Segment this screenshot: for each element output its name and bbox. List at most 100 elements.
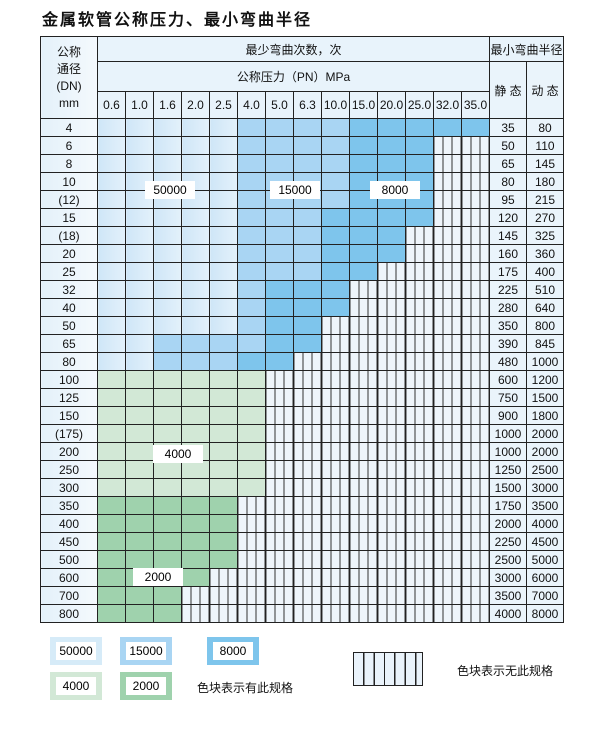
no-spec-cell bbox=[321, 352, 350, 371]
region-label-50000: 50000 bbox=[145, 181, 195, 199]
spec-cell bbox=[97, 334, 126, 353]
no-spec-cell bbox=[377, 298, 406, 317]
dynamic-radius-cell: 510 bbox=[526, 280, 564, 299]
spec-cell bbox=[293, 334, 322, 353]
no-spec-cell bbox=[293, 478, 322, 497]
spec-cell bbox=[153, 334, 182, 353]
no-spec-cell bbox=[433, 208, 462, 227]
spec-cell bbox=[209, 172, 238, 191]
no-spec-cell bbox=[265, 514, 294, 533]
spec-cell bbox=[237, 316, 266, 335]
no-spec-cell bbox=[349, 568, 378, 587]
spec-cell bbox=[321, 136, 350, 155]
no-spec-cell bbox=[433, 172, 462, 191]
spec-cell bbox=[405, 136, 434, 155]
dynamic-radius-cell: 1000 bbox=[526, 352, 564, 371]
static-radius-cell: 120 bbox=[489, 208, 527, 227]
no-spec-cell bbox=[349, 388, 378, 407]
dynamic-radius-cell: 180 bbox=[526, 172, 564, 191]
spec-cell bbox=[97, 586, 126, 605]
table-row: 700 3500 7000 bbox=[40, 586, 564, 605]
no-spec-cell bbox=[433, 442, 462, 461]
table-row: 250 1250 2500 bbox=[40, 460, 564, 479]
static-radius-cell: 4000 bbox=[489, 604, 527, 623]
pressure-col-header: 10.0 bbox=[321, 91, 350, 119]
no-spec-cell bbox=[461, 334, 490, 353]
no-spec-cell bbox=[321, 334, 350, 353]
spec-cell bbox=[125, 370, 154, 389]
legend-8000-label: 8000 bbox=[213, 642, 253, 660]
static-header: 静 态 bbox=[489, 61, 527, 119]
no-spec-cell bbox=[461, 388, 490, 407]
spec-cell bbox=[153, 550, 182, 569]
no-spec-cell bbox=[265, 460, 294, 479]
spec-cell bbox=[125, 496, 154, 515]
no-spec-cell bbox=[349, 298, 378, 317]
dynamic-radius-cell: 1500 bbox=[526, 388, 564, 407]
table-row: 350 1750 3500 bbox=[40, 496, 564, 515]
no-spec-cell bbox=[405, 370, 434, 389]
spec-cell bbox=[97, 154, 126, 173]
no-spec-cell bbox=[433, 406, 462, 425]
dn-cell: (12) bbox=[40, 190, 98, 209]
no-spec-cell bbox=[377, 460, 406, 479]
legend-15000: 15000 bbox=[120, 637, 172, 665]
no-spec-cell bbox=[377, 262, 406, 281]
spec-cell bbox=[125, 316, 154, 335]
static-radius-cell: 1000 bbox=[489, 424, 527, 443]
spec-cell bbox=[237, 424, 266, 443]
no-spec-cell bbox=[377, 280, 406, 299]
pressure-col-header: 6.3 bbox=[293, 91, 322, 119]
no-spec-cell bbox=[293, 370, 322, 389]
dynamic-radius-cell: 5000 bbox=[526, 550, 564, 569]
dn-cell: 125 bbox=[40, 388, 98, 407]
no-spec-cell bbox=[461, 532, 490, 551]
spec-cell bbox=[237, 406, 266, 425]
spec-cell bbox=[125, 226, 154, 245]
dn-cell: 10 bbox=[40, 172, 98, 191]
spec-cell bbox=[293, 298, 322, 317]
spec-cell bbox=[97, 316, 126, 335]
dn-cell: (18) bbox=[40, 226, 98, 245]
dn-cell: 700 bbox=[40, 586, 98, 605]
table-row: 8 65 145 bbox=[40, 154, 564, 173]
dynamic-radius-cell: 215 bbox=[526, 190, 564, 209]
spec-cell bbox=[153, 406, 182, 425]
spec-cell bbox=[237, 226, 266, 245]
spec-cell bbox=[125, 442, 154, 461]
no-spec-cell bbox=[433, 388, 462, 407]
radius-header: 最小弯曲半径 bbox=[489, 36, 564, 62]
spec-cell bbox=[125, 118, 154, 137]
spec-cell bbox=[125, 334, 154, 353]
spec-cell bbox=[153, 262, 182, 281]
no-spec-cell bbox=[293, 388, 322, 407]
spec-cell bbox=[181, 136, 210, 155]
table-row: 150 900 1800 bbox=[40, 406, 564, 425]
spec-cell bbox=[153, 388, 182, 407]
spec-cell bbox=[237, 190, 266, 209]
cycles-header: 最少弯曲次数，次 bbox=[97, 36, 490, 62]
spec-cell bbox=[293, 244, 322, 263]
spec-cell bbox=[293, 280, 322, 299]
no-spec-cell bbox=[321, 568, 350, 587]
region-label-15000: 15000 bbox=[270, 181, 320, 199]
no-spec-cell bbox=[265, 478, 294, 497]
no-spec-cell bbox=[461, 406, 490, 425]
no-spec-cell bbox=[321, 388, 350, 407]
no-spec-cell bbox=[377, 496, 406, 515]
spec-cell bbox=[293, 136, 322, 155]
dynamic-radius-cell: 325 bbox=[526, 226, 564, 245]
no-spec-cell bbox=[377, 568, 406, 587]
spec-cell bbox=[237, 208, 266, 227]
spec-cell bbox=[293, 154, 322, 173]
static-radius-cell: 1750 bbox=[489, 496, 527, 515]
spec-cell bbox=[181, 370, 210, 389]
no-spec-cell bbox=[433, 478, 462, 497]
no-spec-cell bbox=[293, 550, 322, 569]
no-spec-cell bbox=[461, 514, 490, 533]
spec-cell bbox=[97, 532, 126, 551]
spec-cell bbox=[153, 424, 182, 443]
legend-2000-label: 2000 bbox=[126, 677, 166, 695]
spec-cell bbox=[181, 460, 210, 479]
static-radius-cell: 3000 bbox=[489, 568, 527, 587]
